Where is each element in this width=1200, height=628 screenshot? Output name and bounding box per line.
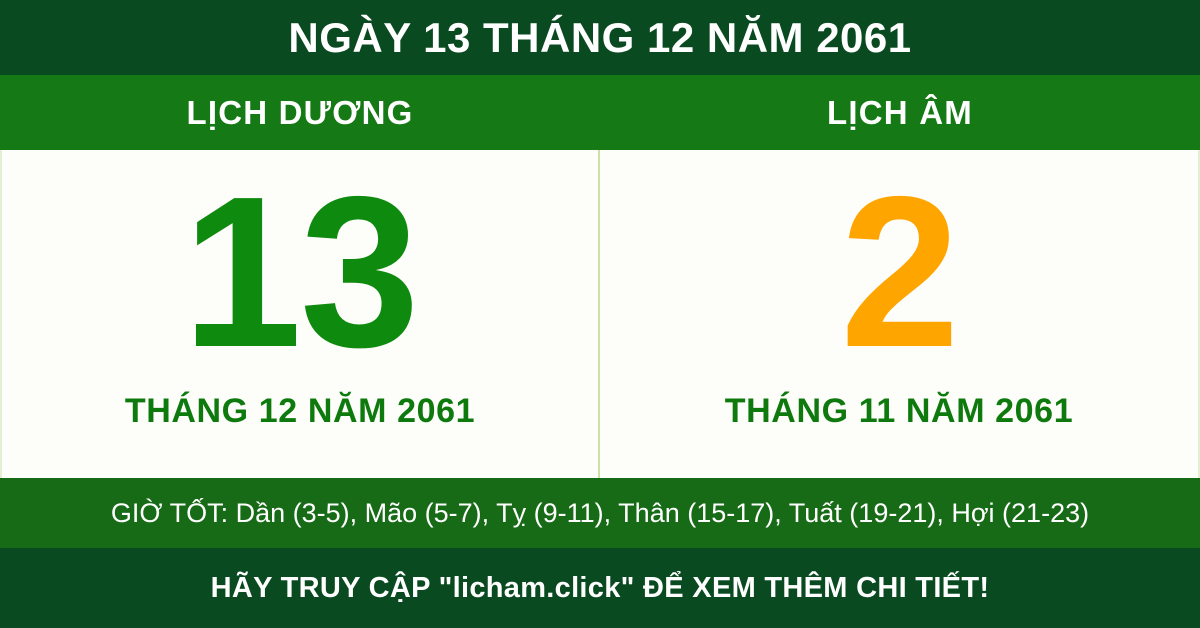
solar-column: 13 THÁNG 12 NĂM 2061 [2, 150, 600, 478]
good-hours-band: GIỜ TỐT: Dần (3-5), Mão (5-7), Tỵ (9-11)… [0, 478, 1200, 548]
column-header-solar: LỊCH DƯƠNG [0, 75, 600, 150]
calendar-type-header-band: LỊCH DƯƠNG LỊCH ÂM [0, 75, 1200, 150]
lunar-day-number: 2 [840, 151, 960, 392]
solar-day-number: 13 [182, 151, 419, 392]
column-header-lunar: LỊCH ÂM [600, 75, 1200, 150]
lunar-column: 2 THÁNG 11 NĂM 2061 [600, 150, 1198, 478]
lunar-month-year: THÁNG 11 NĂM 2061 [724, 392, 1074, 431]
good-hours-text: GIỜ TỐT: Dần (3-5), Mão (5-7), Tỵ (9-11)… [110, 497, 1090, 528]
footer-cta-band: HÃY TRUY CẬP "licham.click" ĐỂ XEM THÊM … [0, 548, 1200, 628]
page-title: NGÀY 13 THÁNG 12 NĂM 2061 [288, 13, 912, 61]
solar-calendar-label: LỊCH DƯƠNG [186, 94, 414, 131]
footer-cta-text: HÃY TRUY CẬP "licham.click" ĐỂ XEM THÊM … [210, 571, 990, 604]
solar-month-year: THÁNG 12 NĂM 2061 [124, 392, 476, 431]
calendar-content: 13 THÁNG 12 NĂM 2061 2 THÁNG 11 NĂM 2061 [0, 150, 1200, 478]
date-title-band: NGÀY 13 THÁNG 12 NĂM 2061 [0, 0, 1200, 75]
lunar-calendar-label: LỊCH ÂM [827, 94, 973, 131]
